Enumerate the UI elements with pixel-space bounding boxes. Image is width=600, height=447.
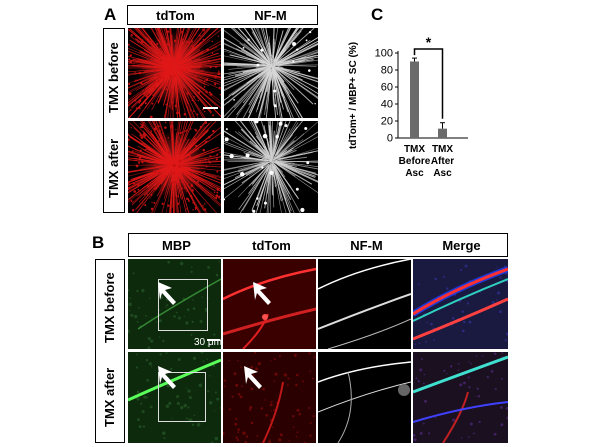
chart-significance-star: * (426, 34, 432, 50)
panel-a-column-header: tdTom NF-M (127, 5, 318, 25)
panel-b-tdtom-after-image (223, 352, 316, 443)
chart-bar (410, 61, 419, 138)
chart-ylabel: tdTom+ / MBP+ SC (%) (348, 42, 359, 149)
panel-b-row-header: TMX before TMX after (95, 259, 125, 443)
panel-b-col-tdtom: tdTom (252, 238, 291, 253)
chart-category-label: Before (399, 156, 431, 167)
chart-ytick-label: 20 (381, 116, 393, 128)
chart-ytick-label: 80 (381, 65, 393, 77)
chart-category-label: Asc (405, 168, 424, 179)
panel-b-column-header: MBP tdTom NF-M Merge (128, 233, 508, 257)
panel-a-nfm-after-image (224, 121, 318, 213)
panel-a-tdtom-after-image (128, 121, 221, 213)
arrowhead-mbp-before (158, 282, 176, 305)
panel-a-scale-bar (203, 107, 218, 109)
zoom-box-after (158, 372, 206, 422)
panel-a-col-nfm: NF-M (254, 8, 287, 23)
chart-bar (438, 128, 447, 138)
panel-b-merge-before-image (413, 259, 508, 349)
chart-category-label: TMX (404, 144, 425, 155)
panel-b-nfm-before-image (318, 259, 411, 349)
panel-a-row-header: TMX before TMX after (103, 28, 125, 213)
tdtom-radial-fibers-after (128, 121, 221, 213)
arrowhead-mbp-after (158, 366, 176, 389)
chart-ytick-label: 0 (387, 133, 393, 145)
nfm-radial-fibers-before (224, 28, 318, 118)
panel-b-letter: B (92, 233, 105, 252)
scale-bar-label: 30 μm (194, 337, 222, 348)
chart-ytick-label: 40 (381, 99, 393, 111)
nfm-radial-fibers-after (224, 121, 318, 213)
panel-b-col-nfm: NF-M (350, 238, 383, 253)
panel-b-merge-after-image (413, 352, 508, 443)
chart-ytick-label: 100 (375, 48, 393, 60)
panel-b-mbp-before-image (128, 259, 221, 349)
chart-category-label: TMX (432, 144, 453, 155)
zoom-box-before (158, 279, 208, 331)
chart-category-label: Asc (433, 168, 452, 179)
panel-b-tdtom-before-image (223, 259, 316, 349)
chart-category-label: After (431, 156, 454, 167)
panel-c-letter: C (371, 5, 384, 24)
arrowhead-tdtom-after (244, 366, 262, 389)
panel-b-col-mbp: MBP (162, 238, 191, 253)
arrowhead-tdtom-before (253, 282, 271, 305)
chart-ytick-label: 60 (381, 82, 393, 94)
panel-b-scale-bar (207, 339, 220, 341)
panel-a-letter: A (104, 5, 117, 24)
panel-a-col-tdtom: tdTom (156, 8, 195, 23)
panel-a-nfm-before-image (224, 28, 318, 118)
tdtom-radial-fibers-before (128, 28, 221, 118)
chart-significance-bracket (413, 48, 444, 119)
panel-b-nfm-after-image (318, 352, 411, 443)
panel-c-chart: tdTom+ / MBP+ SC (%) 0 20 40 60 80 100 TMX Befor… (340, 20, 480, 190)
panel-b-col-merge: Merge (442, 238, 481, 253)
panel-a-tdtom-before-image (128, 28, 221, 118)
